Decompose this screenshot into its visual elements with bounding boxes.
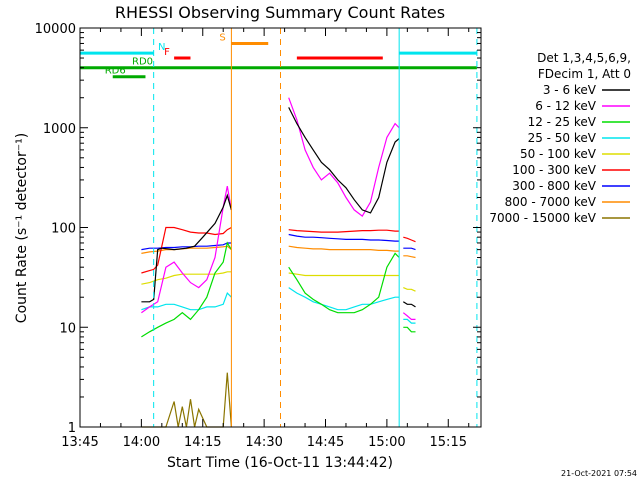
series-300-800-kev [141, 233, 416, 251]
series-line-25-50-kev [403, 318, 416, 324]
series-line-25-50-kev [288, 287, 400, 311]
series-line-100-300-kev [403, 236, 416, 243]
series-50-100-kev [141, 271, 416, 292]
decor-layer [79, 28, 478, 427]
legend-label-25-50-kev: 25 - 50 keV [528, 131, 597, 145]
series-100-300-kev [141, 226, 416, 274]
legend-label-50-100-kev: 50 - 100 keV [520, 147, 597, 161]
x-tick-label: 14:45 [307, 435, 344, 450]
series-line-6-12-kev [288, 97, 400, 217]
series-25-50-kev [141, 287, 416, 324]
legend-header-line-2: FDecim 1, Att 0 [538, 67, 631, 81]
y-tick-label: 1 [68, 421, 76, 436]
legend-label-3-6-kev: 3 - 6 keV [543, 83, 597, 97]
series-line-12-25-kev [288, 252, 400, 314]
x-tick-label: 14:30 [245, 435, 282, 450]
series-6-12-kev [141, 97, 416, 320]
legend-header-line-1: Det 1,3,4,5,6,9, [537, 51, 631, 65]
y-tick-label: 1000 [43, 122, 76, 137]
series-line-3-6-kev [288, 107, 400, 214]
flag-label-s: S [219, 32, 225, 43]
series-line-6-12-kev [402, 312, 416, 320]
flag-label-f: F [164, 47, 170, 58]
flag-label-rd6: RD6 [105, 66, 126, 77]
series-line-3-6-kev [141, 193, 232, 303]
y-tick-label: 10 [59, 321, 76, 336]
series-7000-15000-kev [141, 372, 232, 428]
x-tick-label: 13:45 [61, 435, 98, 450]
x-tick-label: 15:15 [430, 435, 467, 450]
series-line-7000-15000-kev [141, 372, 232, 428]
series-line-100-300-kev [141, 226, 232, 274]
legend-label-7000-15000-kev: 7000 - 15000 keV [489, 211, 596, 225]
legend-label-100-300-kev: 100 - 300 keV [512, 163, 596, 177]
series-line-800-7000-kev [403, 255, 416, 259]
legend-label-800-7000-kev: 800 - 7000 keV [505, 195, 597, 209]
series-line-50-100-kev [288, 272, 400, 277]
series-12-25-kev [141, 241, 416, 338]
flag-label-n: N [158, 42, 165, 53]
legend-entries: 3 - 6 keV 6 - 12 keV 12 - 25 keV 25 - 50 ke… [489, 83, 630, 225]
y-tick-label: 10000 [35, 22, 76, 37]
series-line-12-25-kev [141, 241, 232, 338]
footer-timestamp: 21-Oct-2021 07:54 [561, 469, 637, 478]
series-line-300-800-kev [288, 233, 400, 242]
series-line-3-6-kev [402, 301, 416, 308]
ticks-layer: 13:45 14:00 14:15 14:30 14:45 15:00 15:15 1 10 10… [35, 22, 481, 450]
series-line-12-25-kev [403, 326, 416, 333]
flags-layer: N S F RD0 RD6 [80, 32, 477, 79]
series-line-100-300-kev [288, 229, 400, 233]
flag-label-rd0: RD0 [132, 57, 153, 68]
series-line-800-7000-kev [288, 245, 400, 252]
series-800-7000-kev [141, 245, 416, 259]
series-layer [141, 97, 416, 428]
series-line-25-50-kev [141, 292, 232, 311]
series-line-6-12-kev [141, 185, 232, 314]
y-axis-label: Count Rate (s⁻¹ detector⁻¹) [14, 133, 30, 323]
legend-label-12-25-kev: 12 - 25 keV [528, 115, 597, 129]
chart-title: RHESSI Observing Summary Count Rates [115, 3, 445, 22]
y-tick-label: 100 [51, 222, 76, 237]
x-axis-label: Start Time (16-Oct-11 13:44:42) [167, 455, 393, 471]
legend-label-6-12-kev: 6 - 12 keV [535, 99, 597, 113]
x-tick-label: 14:00 [123, 435, 160, 450]
x-tick-label: 14:15 [184, 435, 221, 450]
legend-label-300-800-kev: 300 - 800 keV [512, 179, 596, 193]
series-line-300-800-kev [403, 247, 416, 251]
series-line-50-100-kev [403, 287, 416, 292]
x-tick-label: 15:00 [368, 435, 405, 450]
legend: Det 1,3,4,5,6,9, FDecim 1, Att 0 3 - 6 k… [489, 51, 631, 225]
series-line-50-100-kev [141, 271, 232, 285]
series-3-6-kev [141, 107, 416, 308]
plot-area: N S F RD0 RD6 13:45 14:00 14:15 14:30 14:45 15:00… [35, 22, 482, 450]
